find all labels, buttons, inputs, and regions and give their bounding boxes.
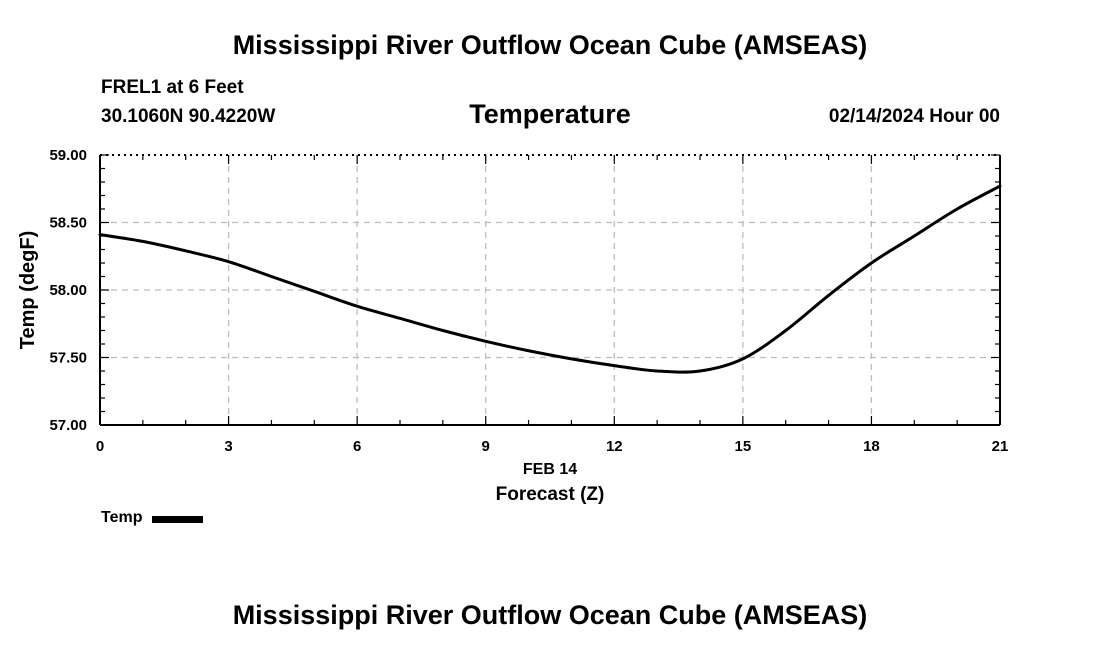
axes: 0 3 6 9 12 15 18 21 57.00 57.50 58.00 58.50 59.00 [49, 147, 1008, 455]
footer-title: Mississippi River Outflow Ocean Cube (AM… [232, 600, 868, 630]
x-axis-label: Forecast (Z) [496, 484, 605, 505]
x-tick-label: 12 [606, 438, 623, 455]
x-axis-date-label: FEB 14 [523, 461, 577, 478]
x-tick-label: 9 [482, 438, 490, 455]
station-coordinates: 30.1060N 90.4220W [101, 106, 276, 127]
y-tick-label: 57.00 [49, 417, 87, 434]
x-tick-label: 18 [863, 438, 880, 455]
y-axis-label: Temp (degF) [17, 231, 39, 350]
y-tick-label: 58.50 [49, 215, 87, 232]
y-tick-label: 57.50 [49, 350, 87, 367]
x-tick-label: 15 [735, 438, 752, 455]
y-tick-label: 58.00 [49, 282, 87, 299]
y-tick-label: 59.00 [49, 147, 87, 164]
forecast-datetime: 02/14/2024 Hour 00 [828, 106, 1000, 127]
chart-main-title: Mississippi River Outflow Ocean Cube (AM… [232, 30, 868, 60]
station-label: FREL1 at 6 Feet [101, 77, 244, 98]
x-tick-label: 21 [992, 438, 1009, 455]
grid-lines [100, 155, 1000, 425]
legend-label-temp: Temp [101, 509, 143, 526]
legend-swatch-temp [152, 515, 204, 523]
variable-title: Temperature [469, 99, 631, 129]
x-tick-label: 6 [353, 438, 361, 455]
series-layer [98, 184, 1002, 374]
series-line-temp [98, 184, 1002, 374]
x-tick-label: 0 [96, 438, 104, 455]
chart-legend: Temp [101, 509, 204, 527]
x-tick-label: 3 [224, 438, 232, 455]
